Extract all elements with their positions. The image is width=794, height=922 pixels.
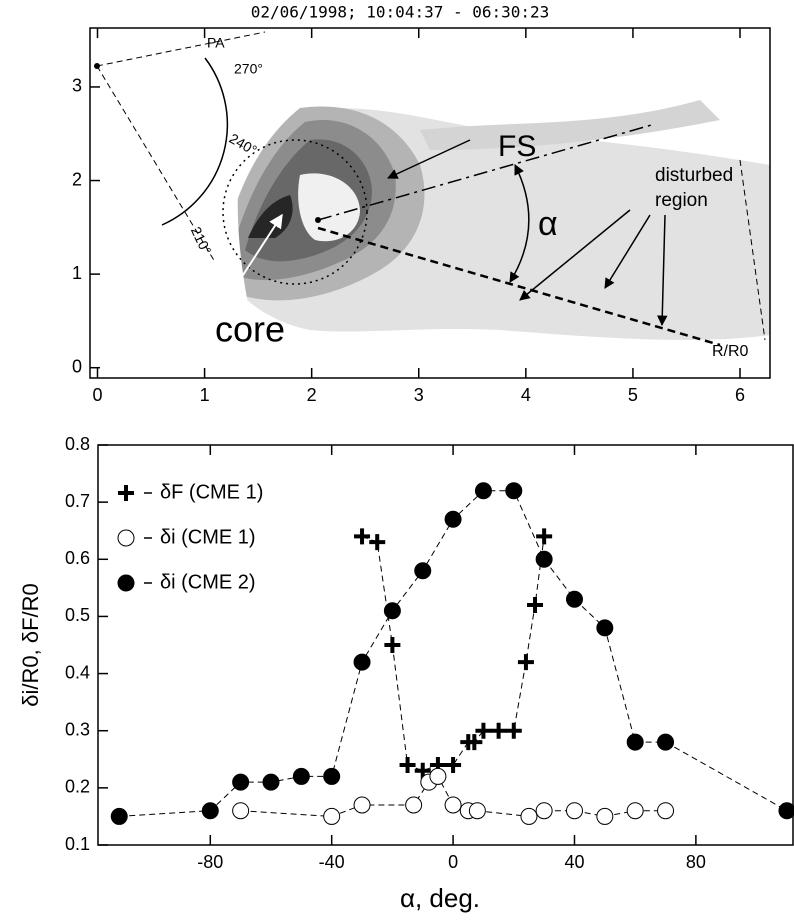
data-point [779, 803, 794, 819]
y-tick-label: 0.2 [65, 777, 90, 797]
data-point [354, 797, 370, 813]
x-tick-label: 80 [686, 852, 706, 872]
y-tick-label: 0.8 [65, 434, 90, 454]
annotation: FS [498, 130, 536, 163]
y-tick-label: 0.3 [65, 719, 90, 739]
figure: 02/06/1998; 10:04:37 - 06:30:23 α, deg. … [0, 0, 794, 922]
data-point [324, 768, 340, 784]
data-point [430, 768, 446, 784]
annotation: core [215, 309, 285, 350]
x-tick-label: 4 [521, 385, 531, 405]
x-tick-label: -80 [197, 852, 223, 872]
data-point [597, 620, 613, 636]
data-point [506, 723, 522, 739]
x-tick-label: 0 [448, 852, 458, 872]
data-point [658, 803, 674, 819]
data-point [536, 803, 552, 819]
y-tick-label: 0.4 [65, 662, 90, 682]
legend-label: δi (CME 2) [160, 571, 256, 593]
data-point [536, 551, 552, 567]
data-point [400, 757, 416, 773]
y-tick-label: 0 [72, 356, 82, 376]
data-point [518, 654, 534, 670]
data-point [233, 774, 249, 790]
y-axis-label: δi/R0, δF/R0 [18, 583, 43, 707]
data-point [469, 803, 485, 819]
data-point [263, 774, 279, 790]
y-tick-label: 1 [72, 263, 82, 283]
data-point [627, 803, 643, 819]
data-point [202, 803, 218, 819]
x-tick-label: 0 [92, 385, 102, 405]
legend-marker [118, 575, 134, 591]
data-point [475, 483, 491, 499]
annotation: α [538, 205, 558, 243]
y-tick-label: 3 [72, 76, 82, 96]
data-point [627, 734, 643, 750]
data-point [536, 528, 552, 544]
x-tick-label: 40 [564, 852, 584, 872]
legend-label: δi (CME 1) [160, 526, 256, 548]
legend-label: δF (CME 1) [160, 481, 263, 503]
data-point [445, 797, 461, 813]
data-point [566, 803, 582, 819]
y-tick-label: 0.1 [65, 834, 90, 854]
x-tick-label: 1 [200, 385, 210, 405]
data-point [491, 723, 507, 739]
annotation: 270° [234, 61, 263, 77]
y-tick-label: 0.5 [65, 605, 90, 625]
data-point [566, 591, 582, 607]
data-point [369, 534, 385, 550]
data-point [521, 808, 537, 824]
data-point [406, 797, 422, 813]
annotation: PA [207, 35, 225, 51]
data-point [658, 734, 674, 750]
y-tick-label: 2 [72, 169, 82, 189]
annotation: disturbed [655, 165, 733, 186]
data-point [233, 803, 249, 819]
x-tick-label: 2 [307, 385, 317, 405]
data-point [384, 603, 400, 619]
data-point [506, 483, 522, 499]
data-point [354, 654, 370, 670]
chart-title: 02/06/1998; 10:04:37 - 06:30:23 [251, 3, 550, 22]
annotation: R/R0 [712, 343, 749, 360]
data-point [445, 511, 461, 527]
data-point [384, 637, 400, 653]
legend-marker [118, 530, 134, 546]
data-point [415, 563, 431, 579]
x-tick-label: 3 [414, 385, 424, 405]
y-tick-label: 0.7 [65, 491, 90, 511]
data-point [475, 723, 491, 739]
data-point [354, 528, 370, 544]
series-line [362, 536, 544, 770]
data-point [111, 808, 127, 824]
x-tick-label: 5 [628, 385, 638, 405]
annotation: region [655, 190, 708, 211]
data-point [324, 808, 340, 824]
x-tick-label: 6 [735, 385, 745, 405]
x-tick-label: -40 [319, 852, 345, 872]
data-point [597, 808, 613, 824]
data-point [445, 757, 461, 773]
data-point [293, 768, 309, 784]
y-tick-label: 0.6 [65, 548, 90, 568]
x-axis-label: α, deg. [400, 883, 480, 913]
data-point [527, 597, 543, 613]
